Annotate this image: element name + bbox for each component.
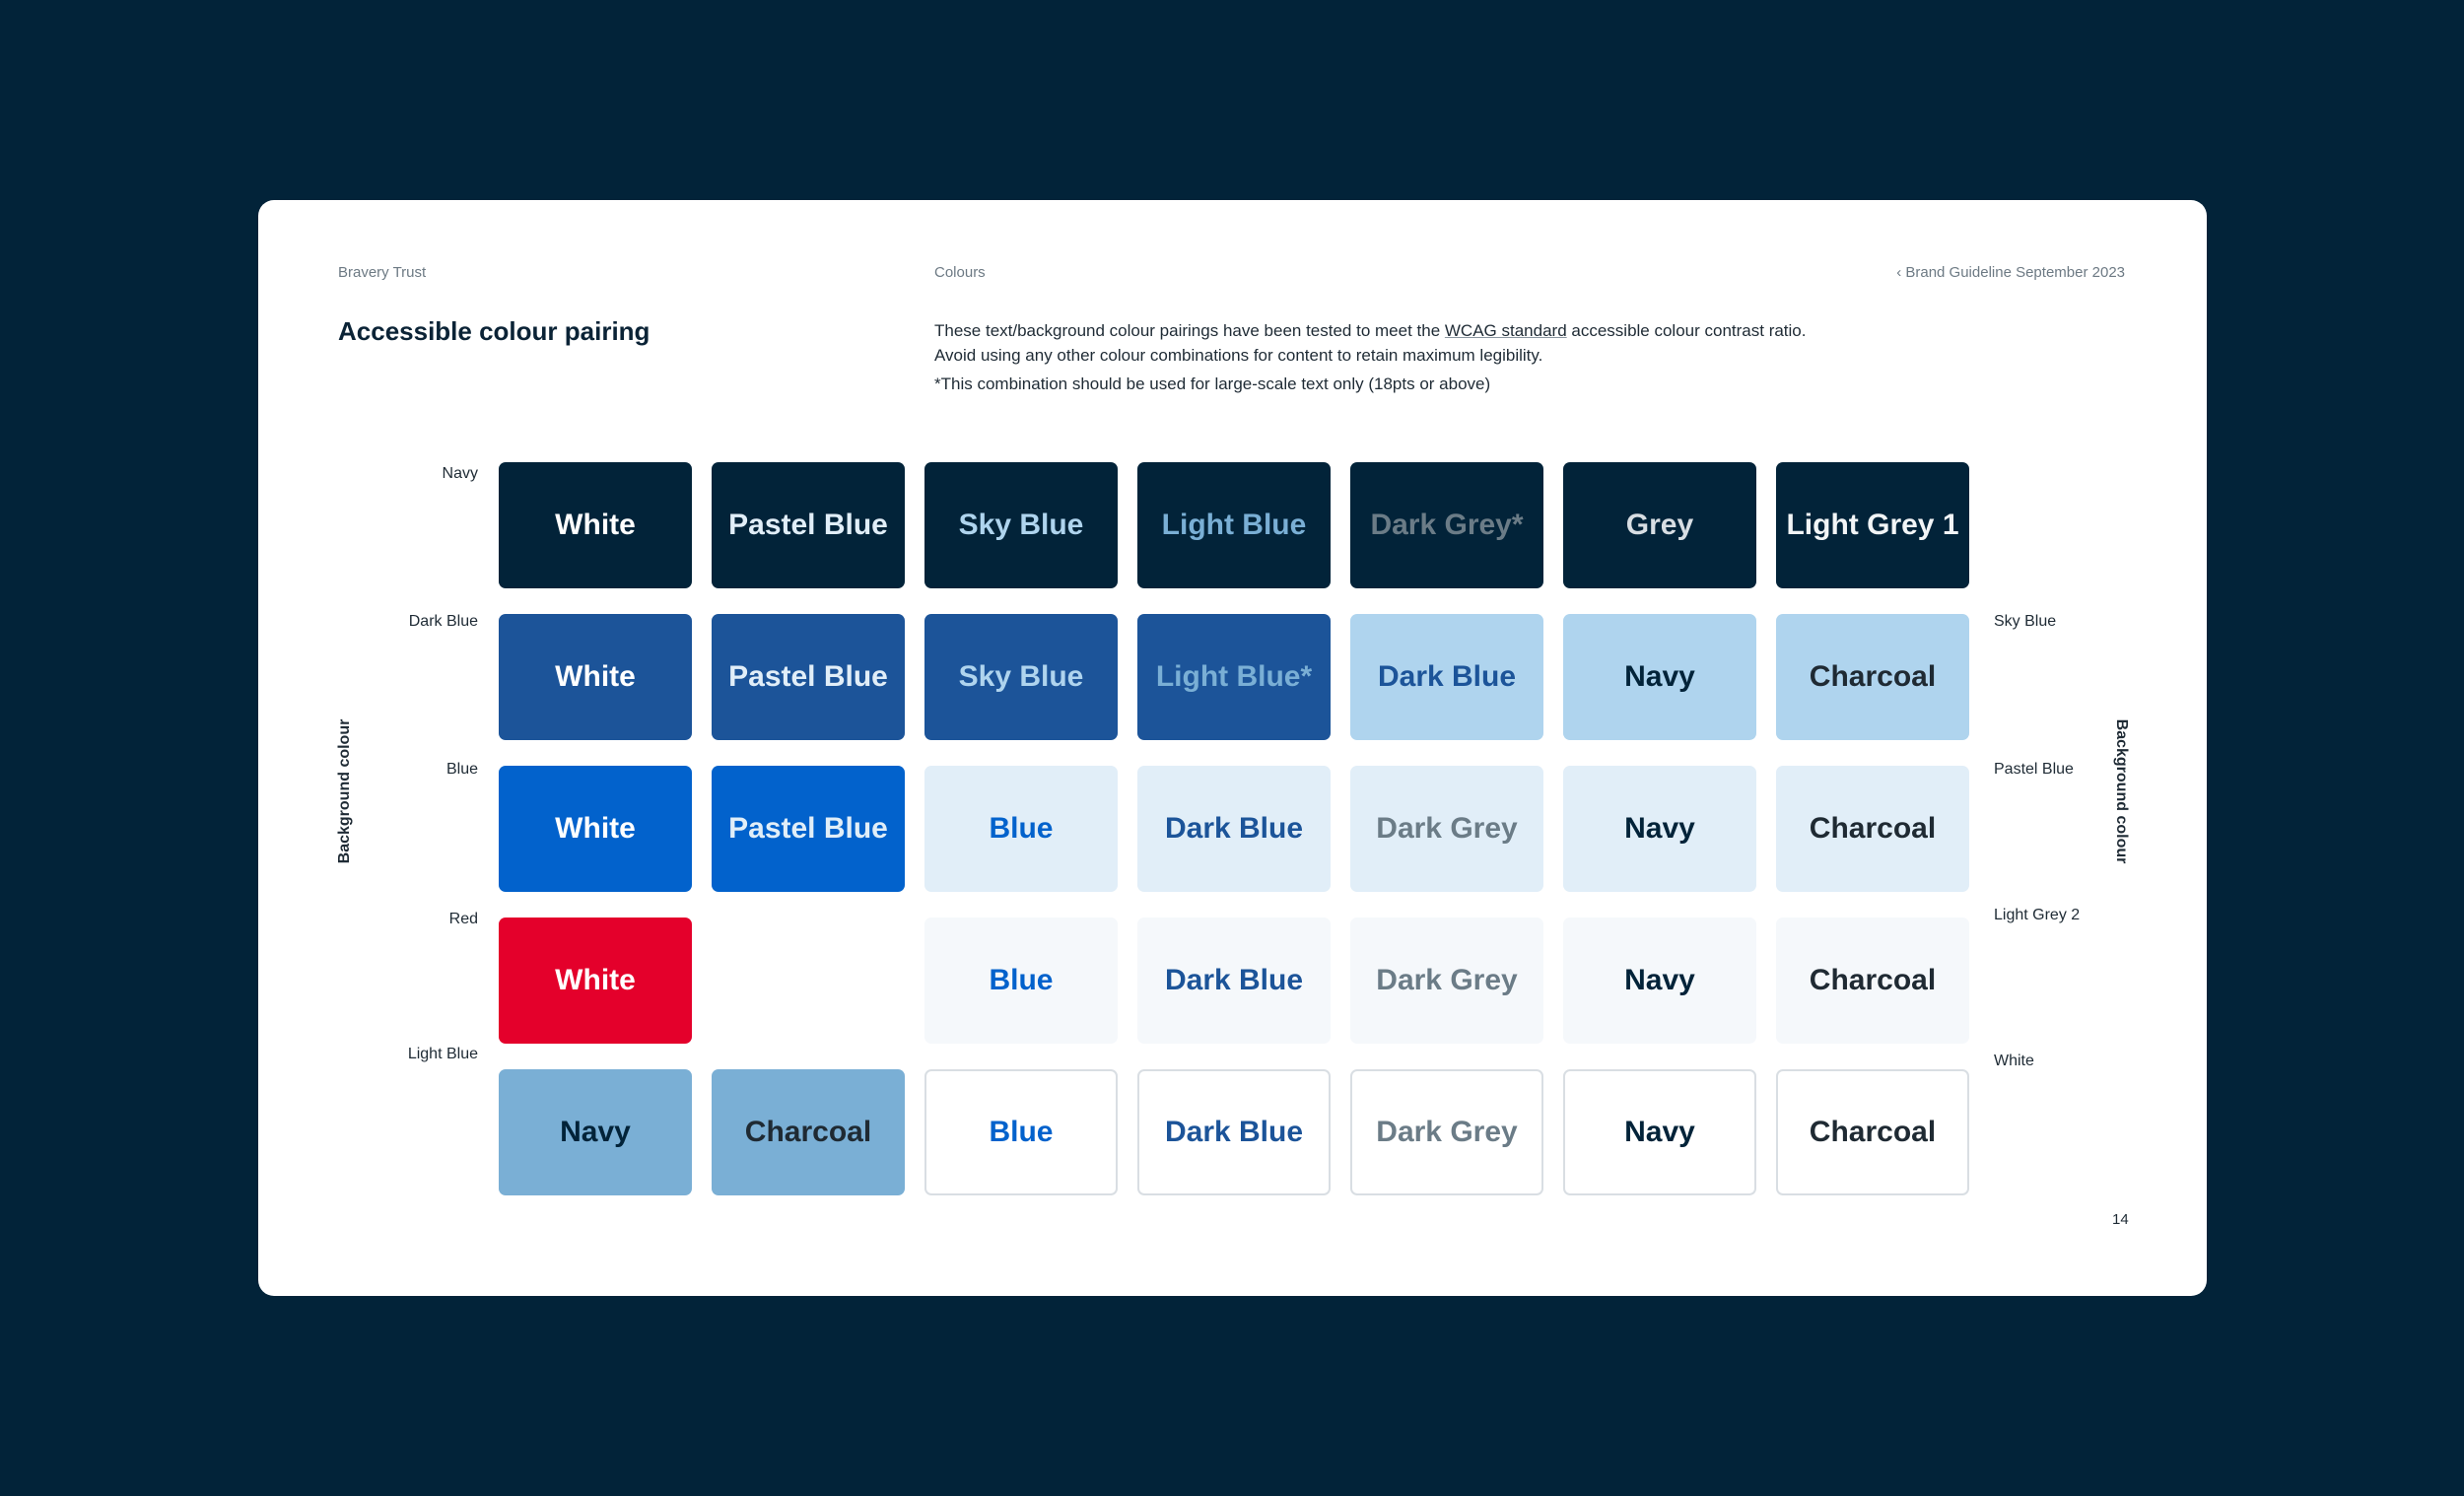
swatch-pastel-blue-bg-navy-text: Navy — [1563, 766, 1756, 892]
swatch-white-bg-blue-text: Blue — [924, 1069, 1118, 1195]
swatch-navy-bg-sky-blue-text: Sky Blue — [924, 462, 1118, 588]
swatch-light-blue-bg-navy-text: Navy — [499, 1069, 692, 1195]
swatch-pastel-blue-bg-blue-text: Blue — [924, 766, 1118, 892]
description-text: accessible colour contrast ratio. — [1566, 321, 1807, 340]
swatch-blue-bg-white-text: White — [499, 766, 692, 892]
swatch-sky-blue-bg-charcoal-text: Charcoal — [1776, 614, 1969, 740]
swatch-navy-bg-light-blue-text: Light Blue — [1137, 462, 1331, 588]
swatch-navy-bg-light-grey-1-text: Light Grey 1 — [1776, 462, 1969, 588]
guideline-page: Bravery Trust Colours ‹ Brand Guideline … — [258, 200, 2207, 1296]
swatch-pastel-blue-bg-dark-blue-text: Dark Blue — [1137, 766, 1331, 892]
swatch-dark-blue-bg-light-blue-text: Light Blue* — [1137, 614, 1331, 740]
swatch-red-bg-white-text: White — [499, 918, 692, 1044]
brand-name: Bravery Trust — [338, 264, 427, 281]
row-label-left-light-blue: Light Blue — [407, 1046, 478, 1062]
row-label-left-navy: Navy — [442, 465, 478, 482]
large-text-note: *This combination should be used for lar… — [934, 374, 1491, 393]
swatch-navy-bg-pastel-blue-text: Pastel Blue — [712, 462, 905, 588]
row-label-right-sky-blue: Sky Blue — [1994, 613, 2057, 630]
swatch-white-bg-navy-text: Navy — [1563, 1069, 1756, 1195]
row-label-left-blue: Blue — [445, 761, 478, 778]
guideline-link[interactable]: ‹ Brand Guideline September 2023 — [1896, 264, 2125, 281]
swatch-white-bg-charcoal-text: Charcoal — [1776, 1069, 1969, 1195]
section-name: Colours — [934, 264, 986, 281]
swatch-navy-bg-dark-grey-text: Dark Grey* — [1350, 462, 1543, 588]
swatch-light-grey-2-bg-navy-text: Navy — [1563, 918, 1756, 1044]
swatch-dark-blue-bg-sky-blue-text: Sky Blue — [924, 614, 1118, 740]
description-text: Avoid using any other colour combination… — [934, 346, 1543, 365]
swatch-light-grey-2-bg-blue-text: Blue — [924, 918, 1118, 1044]
swatch-sky-blue-bg-dark-blue-text: Dark Blue — [1350, 614, 1543, 740]
row-label-left-dark-blue: Dark Blue — [408, 613, 478, 630]
row-label-right-pastel-blue: Pastel Blue — [1994, 761, 2074, 778]
row-label-left-red: Red — [448, 911, 478, 927]
swatch-dark-blue-bg-pastel-blue-text: Pastel Blue — [712, 614, 905, 740]
swatch-light-grey-2-bg-dark-grey-text: Dark Grey — [1350, 918, 1543, 1044]
swatch-white-bg-dark-blue-text: Dark Blue — [1137, 1069, 1331, 1195]
row-label-right-white: White — [1994, 1053, 2034, 1069]
axis-label-left: Background colour — [336, 718, 353, 864]
swatch-dark-blue-bg-white-text: White — [499, 614, 692, 740]
swatch-blue-bg-pastel-blue-text: Pastel Blue — [712, 766, 905, 892]
swatch-navy-bg-grey-text: Grey — [1563, 462, 1756, 588]
description-text: These text/background colour pairings ha… — [934, 321, 1445, 340]
row-label-right-light-grey-2: Light Grey 2 — [1994, 907, 2081, 923]
swatch-pastel-blue-bg-dark-grey-text: Dark Grey — [1350, 766, 1543, 892]
page-number: 14 — [2112, 1211, 2129, 1228]
swatch-light-grey-2-bg-charcoal-text: Charcoal — [1776, 918, 1969, 1044]
swatch-sky-blue-bg-navy-text: Navy — [1563, 614, 1756, 740]
description: These text/background colour pairings ha… — [934, 318, 1807, 368]
swatch-light-grey-2-bg-dark-blue-text: Dark Blue — [1137, 918, 1331, 1044]
swatch-navy-bg-white-text: White — [499, 462, 692, 588]
swatch-white-bg-dark-grey-text: Dark Grey — [1350, 1069, 1543, 1195]
wcag-link[interactable]: WCAG standard — [1444, 321, 1567, 340]
swatch-pastel-blue-bg-charcoal-text: Charcoal — [1776, 766, 1969, 892]
page-title: Accessible colour pairing — [338, 316, 650, 346]
axis-label-right: Background colour — [2113, 718, 2130, 864]
swatch-light-blue-bg-charcoal-text: Charcoal — [712, 1069, 905, 1195]
